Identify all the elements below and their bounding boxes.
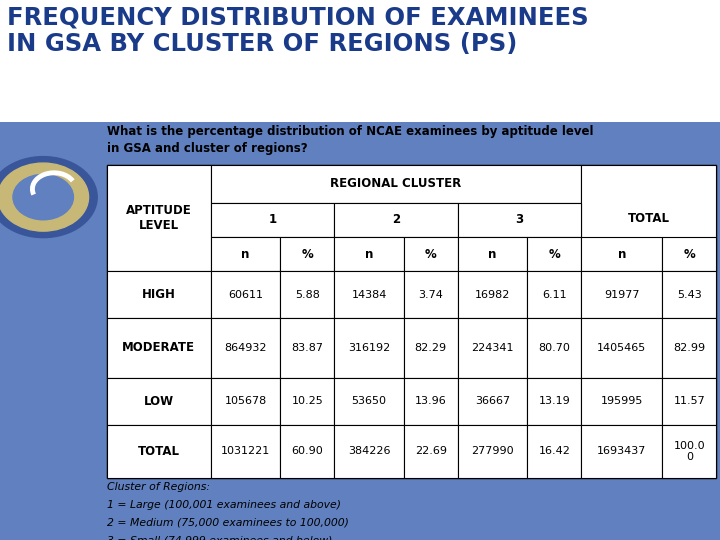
- Text: n: n: [365, 248, 373, 261]
- Text: %: %: [549, 248, 560, 261]
- Text: 3 = Small (74,999 examinees and below): 3 = Small (74,999 examinees and below): [107, 536, 332, 540]
- Text: LOW: LOW: [143, 395, 174, 408]
- Text: 864932: 864932: [224, 343, 267, 353]
- Text: 3.74: 3.74: [418, 289, 444, 300]
- Text: 11.57: 11.57: [673, 396, 706, 406]
- Text: 1031221: 1031221: [221, 446, 270, 456]
- Text: n: n: [618, 248, 626, 261]
- Text: 36667: 36667: [475, 396, 510, 406]
- Text: 105678: 105678: [225, 396, 266, 406]
- Text: 2 = Medium (75,000 examinees to 100,000): 2 = Medium (75,000 examinees to 100,000): [107, 518, 348, 528]
- Text: 6.11: 6.11: [542, 289, 567, 300]
- Text: REGIONAL CLUSTER: REGIONAL CLUSTER: [330, 177, 462, 190]
- Text: 1 = Large (100,001 examinees and above): 1 = Large (100,001 examinees and above): [107, 500, 341, 510]
- Text: 277990: 277990: [471, 446, 514, 456]
- Text: HIGH: HIGH: [142, 288, 176, 301]
- Text: %: %: [302, 248, 313, 261]
- Text: 60611: 60611: [228, 289, 263, 300]
- Text: TOTAL: TOTAL: [138, 445, 180, 458]
- Text: MODERATE: MODERATE: [122, 341, 195, 354]
- Text: 13.19: 13.19: [539, 396, 570, 406]
- Text: 1693437: 1693437: [597, 446, 647, 456]
- Text: %: %: [683, 248, 696, 261]
- Text: 83.87: 83.87: [292, 343, 323, 353]
- Text: What is the percentage distribution of NCAE examinees by aptitude level
in GSA a: What is the percentage distribution of N…: [107, 125, 593, 155]
- Text: 82.29: 82.29: [415, 343, 447, 353]
- Text: 16982: 16982: [475, 289, 510, 300]
- Text: 316192: 316192: [348, 343, 390, 353]
- Text: APTITUDE
LEVEL: APTITUDE LEVEL: [126, 204, 192, 232]
- Text: 91977: 91977: [604, 289, 639, 300]
- Text: 13.96: 13.96: [415, 396, 446, 406]
- Text: Cluster of Regions:: Cluster of Regions:: [107, 482, 210, 492]
- Text: 1: 1: [269, 213, 276, 226]
- Text: n: n: [241, 248, 250, 261]
- Text: 82.99: 82.99: [673, 343, 706, 353]
- Text: 53650: 53650: [351, 396, 387, 406]
- Text: 16.42: 16.42: [539, 446, 570, 456]
- Text: 60.90: 60.90: [292, 446, 323, 456]
- Text: 5.88: 5.88: [294, 289, 320, 300]
- Text: 195995: 195995: [600, 396, 643, 406]
- Text: n: n: [488, 248, 497, 261]
- Text: 2: 2: [392, 213, 400, 226]
- Text: 224341: 224341: [472, 343, 514, 353]
- Text: 1405465: 1405465: [597, 343, 647, 353]
- Text: 384226: 384226: [348, 446, 390, 456]
- Text: 10.25: 10.25: [292, 396, 323, 406]
- Text: FREQUENCY DISTRIBUTION OF EXAMINEES
IN GSA BY CLUSTER OF REGIONS (PS): FREQUENCY DISTRIBUTION OF EXAMINEES IN G…: [7, 5, 589, 56]
- Text: 5.43: 5.43: [677, 289, 702, 300]
- Text: 22.69: 22.69: [415, 446, 447, 456]
- Text: TOTAL: TOTAL: [628, 212, 670, 225]
- Text: %: %: [425, 248, 436, 261]
- Text: 14384: 14384: [351, 289, 387, 300]
- Text: 100.0
0: 100.0 0: [674, 441, 705, 462]
- Text: 80.70: 80.70: [539, 343, 570, 353]
- Text: 3: 3: [516, 213, 523, 226]
